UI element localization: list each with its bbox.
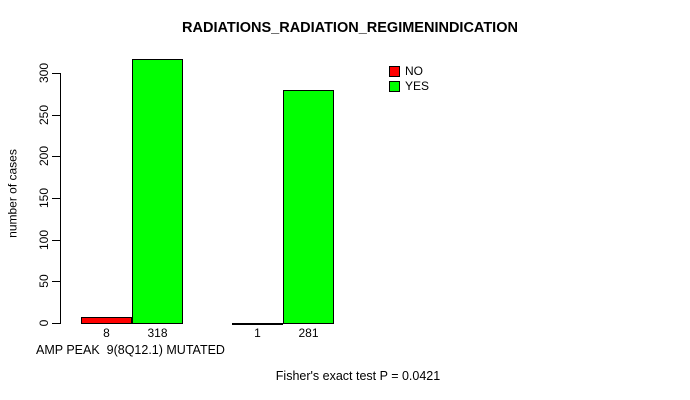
stat-annotation: Fisher's exact test P = 0.0421 bbox=[275, 369, 441, 383]
y-axis-tick-label: 150 bbox=[37, 187, 51, 209]
y-axis-tick bbox=[52, 73, 60, 74]
legend-swatch-no bbox=[389, 65, 400, 77]
y-axis-title: number of cases bbox=[5, 149, 20, 238]
y-axis-line bbox=[60, 73, 61, 324]
y-axis-tick bbox=[52, 115, 60, 116]
y-axis-tick-label: 300 bbox=[37, 62, 51, 84]
y-axis-tick-label: 250 bbox=[37, 104, 51, 126]
legend-label: YES bbox=[405, 79, 430, 93]
y-axis-tick bbox=[52, 323, 60, 324]
bar-value-label: 318 bbox=[147, 326, 168, 340]
y-axis-tick bbox=[52, 281, 60, 282]
y-axis-tick bbox=[52, 240, 60, 241]
bar-yes-group2 bbox=[283, 90, 334, 324]
bar-value-label: 281 bbox=[298, 326, 319, 340]
chart-title: RADIATIONS_RADIATION_REGIMENINDICATION bbox=[182, 20, 518, 36]
legend: NO YES bbox=[389, 65, 429, 92]
bar-value-label: 1 bbox=[254, 326, 261, 340]
legend-label: NO bbox=[405, 64, 423, 78]
legend-swatch-yes bbox=[389, 80, 400, 92]
y-axis-tick-label: 50 bbox=[37, 274, 51, 288]
bar-yes-group1 bbox=[132, 59, 183, 324]
y-axis-tick-label: 0 bbox=[37, 319, 51, 327]
y-axis-tick bbox=[52, 198, 60, 199]
bar-no-group2 bbox=[232, 323, 283, 325]
y-axis-tick-label: 100 bbox=[37, 229, 51, 251]
y-axis-tick bbox=[52, 156, 60, 157]
legend-item-yes: YES bbox=[389, 80, 429, 92]
legend-item-no: NO bbox=[389, 65, 429, 77]
y-axis-tick-label: 200 bbox=[37, 145, 51, 167]
x-axis-label: AMP PEAK 9(8Q12.1) MUTATED bbox=[36, 343, 225, 357]
bar-value-label: 8 bbox=[103, 326, 110, 340]
bar-no-group1 bbox=[81, 317, 132, 324]
